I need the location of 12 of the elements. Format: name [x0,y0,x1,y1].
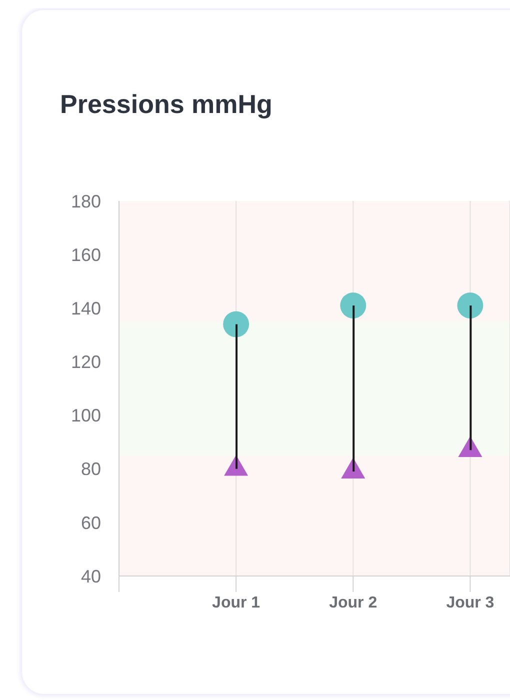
x-tick-label: Jour 1 [212,594,260,612]
y-tick-label: 40 [80,566,101,586]
y-tick-label: 140 [70,298,101,319]
y-tick-label: 120 [70,352,101,372]
chart-title: Pressions mmHg [60,89,272,119]
y-tick-label: 100 [70,406,101,426]
y-tick-label: 160 [70,244,101,265]
y-tick-label: 80 [80,459,101,480]
x-tick-label: Jour 3 [446,594,494,612]
x-tick-label: Jour 2 [329,594,378,612]
y-tick-label: 60 [80,512,101,533]
y-tick-label: 180 [70,191,101,212]
